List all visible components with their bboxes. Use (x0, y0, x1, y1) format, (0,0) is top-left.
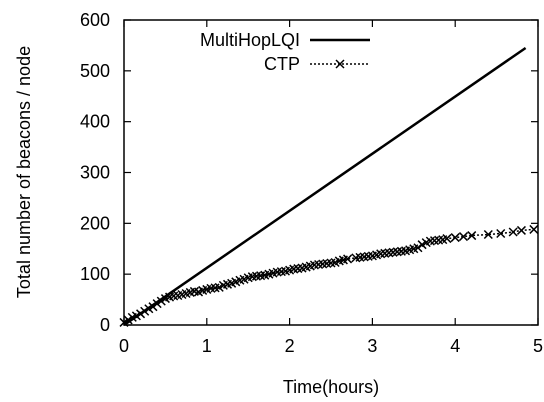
y-axis-label: Total number of beacons / node (14, 46, 34, 298)
data-point-ctp (140, 306, 150, 316)
data-point-ctp (450, 233, 460, 243)
y-tick-label: 500 (80, 61, 110, 81)
x-tick-label: 2 (285, 336, 295, 356)
y-tick-label: 0 (100, 315, 110, 335)
x-tick-label: 4 (450, 336, 460, 356)
x-tick-label: 5 (533, 336, 543, 356)
data-point-ctp (467, 231, 477, 241)
axis-ticks: 0 1 2 3 4 5 0 100 200 300 400 500 600 (80, 10, 543, 356)
series-line-multihoplqi (123, 46, 527, 327)
y-tick-label: 600 (80, 10, 110, 30)
legend-marker (335, 59, 345, 69)
x-axis-label: Time(hours) (283, 377, 379, 397)
data-point-ctp (413, 243, 423, 253)
data-point-ctp (156, 296, 166, 306)
data-point-ctp (529, 224, 539, 234)
x-tick-label: 3 (367, 336, 377, 356)
data-point-ctp (508, 227, 518, 237)
data-point-ctp (496, 228, 506, 239)
x-tick-label: 0 (119, 336, 129, 356)
y-tick-label: 100 (80, 264, 110, 284)
x-tick-label: 1 (202, 336, 212, 356)
data-point-ctp (442, 234, 452, 244)
legend-label: CTP (264, 54, 300, 74)
series-line-ctp (123, 228, 534, 324)
y-tick-label: 200 (80, 213, 110, 233)
y-tick-label: 300 (80, 163, 110, 183)
legend: MultiHopLQI CTP (200, 30, 370, 74)
data-point-ctp (119, 317, 129, 327)
data-point-ctp (136, 309, 146, 319)
data-point-ctp (148, 302, 158, 312)
series-layer (119, 46, 539, 327)
data-point-ctp (483, 229, 493, 240)
data-point-ctp (343, 254, 353, 264)
y-tick-label: 400 (80, 112, 110, 132)
plot-frame (123, 19, 539, 326)
data-point-ctp (516, 225, 526, 235)
data-point-ctp (123, 315, 133, 325)
data-point-ctp (152, 299, 162, 309)
data-point-ctp (458, 232, 469, 242)
legend-label: MultiHopLQI (200, 30, 300, 50)
